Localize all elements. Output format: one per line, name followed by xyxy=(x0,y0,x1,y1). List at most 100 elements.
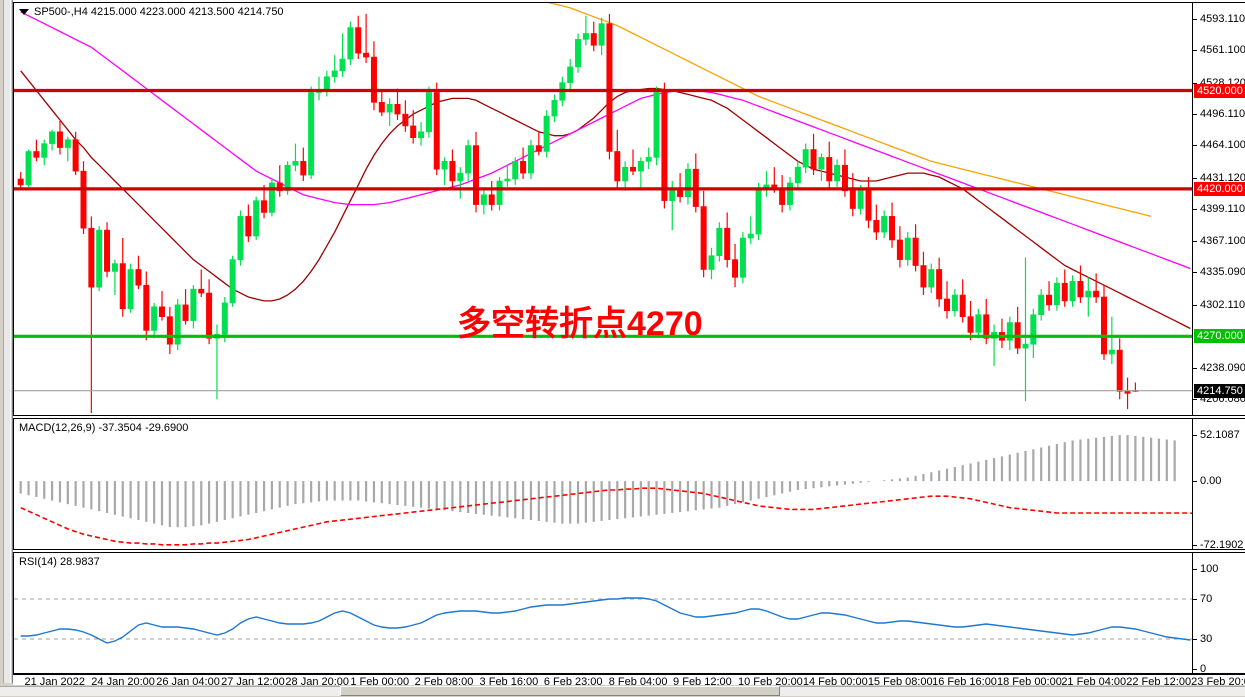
candle xyxy=(143,271,150,341)
candle xyxy=(959,279,966,323)
candle xyxy=(229,255,236,307)
price-level-badge[interactable]: 4520.000 xyxy=(1194,83,1245,98)
candle xyxy=(441,157,448,185)
candle xyxy=(802,143,809,174)
price-scale-tick: 4431.120 xyxy=(1193,172,1245,184)
price-scale-tick: 4464.100 xyxy=(1193,139,1245,151)
candle xyxy=(480,188,487,215)
candle xyxy=(1101,285,1108,360)
candle xyxy=(253,196,260,240)
candle xyxy=(810,133,817,176)
candle xyxy=(151,302,158,339)
candle xyxy=(708,247,715,280)
candle xyxy=(1069,275,1076,307)
candle xyxy=(72,131,79,176)
candle xyxy=(276,165,283,197)
price-level-badge[interactable]: 4420.000 xyxy=(1194,181,1245,196)
candle xyxy=(575,33,582,73)
candle xyxy=(849,173,856,217)
candle xyxy=(1077,265,1084,303)
candle xyxy=(716,222,723,262)
candle xyxy=(763,171,770,197)
candle xyxy=(582,15,589,46)
rsi-scale-tick: 30 xyxy=(1193,633,1212,645)
candle xyxy=(370,41,377,111)
horizontal-scrollbar-thumb[interactable] xyxy=(340,686,780,696)
candle xyxy=(614,129,621,189)
candle xyxy=(1006,316,1013,351)
candle xyxy=(512,157,519,185)
candle xyxy=(590,21,597,52)
candle xyxy=(786,177,793,211)
vertical-scrollbar-trough[interactable] xyxy=(3,0,11,683)
candle xyxy=(261,184,268,219)
candle xyxy=(920,251,927,296)
candle xyxy=(378,90,385,117)
candle xyxy=(394,88,401,121)
chart-canvas-area: SP500-,H4 4215.000 4223.000 4213.500 421… xyxy=(13,0,1245,683)
candle xyxy=(56,120,63,155)
candle xyxy=(936,257,943,307)
candle xyxy=(300,147,307,181)
candle xyxy=(975,308,982,339)
candle xyxy=(826,141,833,189)
macd-scale-tick: 52.1087 xyxy=(1193,429,1240,441)
price-scale-tick: 4367.100 xyxy=(1193,235,1245,247)
candle xyxy=(739,232,746,284)
rsi-scale-tick: 0 xyxy=(1193,663,1206,675)
candle xyxy=(1046,281,1053,311)
candle xyxy=(315,76,322,101)
candle xyxy=(308,86,315,180)
candle xyxy=(904,232,911,266)
price-scale-tick: 4399.110 xyxy=(1193,203,1245,215)
candle xyxy=(237,210,244,266)
candle xyxy=(1014,306,1021,355)
candle xyxy=(111,259,118,296)
chevron-down-icon[interactable] xyxy=(19,9,29,15)
price-panel[interactable]: SP500-,H4 4215.000 4223.000 4213.500 421… xyxy=(13,2,1193,416)
price-level-badge[interactable]: 4270.000 xyxy=(1194,329,1245,344)
price-scale[interactable]: 4593.1104561.1004528.1204496.1104464.100… xyxy=(1193,2,1245,416)
candle xyxy=(347,21,354,65)
macd-header: MACD(12,26,9) -37.3504 -29.6900 xyxy=(19,422,189,434)
candle xyxy=(873,204,880,240)
candle xyxy=(206,279,213,345)
candle xyxy=(268,179,275,217)
candle xyxy=(425,86,432,138)
candle xyxy=(363,13,370,63)
candle xyxy=(629,149,636,176)
candle xyxy=(488,180,495,211)
candle xyxy=(174,298,181,351)
candle xyxy=(653,86,660,166)
symbol-header-text: SP500-,H4 4215.000 4223.000 4213.500 421… xyxy=(34,6,284,18)
candle xyxy=(1022,257,1029,402)
rsi-panel[interactable]: RSI(14) 28.9837 xyxy=(13,552,1193,674)
candle xyxy=(551,94,558,122)
candle xyxy=(645,147,652,170)
candle xyxy=(80,161,87,235)
candle xyxy=(182,289,189,325)
macd-panel[interactable]: MACD(12,26,9) -37.3504 -29.6900 xyxy=(13,418,1193,550)
macd-scale[interactable]: 52.1087 0.00 -72.1902 xyxy=(1193,418,1245,551)
candle xyxy=(865,177,872,229)
candle xyxy=(127,263,134,313)
price-annotation: 多空转折点4270 xyxy=(457,305,703,343)
macd-signal-line xyxy=(20,487,1192,546)
candle xyxy=(418,121,425,146)
candle xyxy=(190,285,197,329)
candle xyxy=(1085,277,1092,317)
ma-short xyxy=(20,70,1191,330)
rsi-line xyxy=(20,597,1191,644)
candle xyxy=(292,143,299,172)
candle xyxy=(198,269,205,298)
rsi-scale[interactable]: 100 70 30 0 xyxy=(1193,552,1245,675)
horizontal-scrollbar[interactable] xyxy=(0,685,1245,697)
candle xyxy=(700,190,707,278)
candle xyxy=(1061,269,1068,307)
vertical-scrollbar[interactable] xyxy=(0,0,13,683)
candle xyxy=(245,204,252,242)
macd-chart-svg xyxy=(19,435,1192,546)
candle xyxy=(402,100,409,132)
candle xyxy=(1116,338,1123,400)
